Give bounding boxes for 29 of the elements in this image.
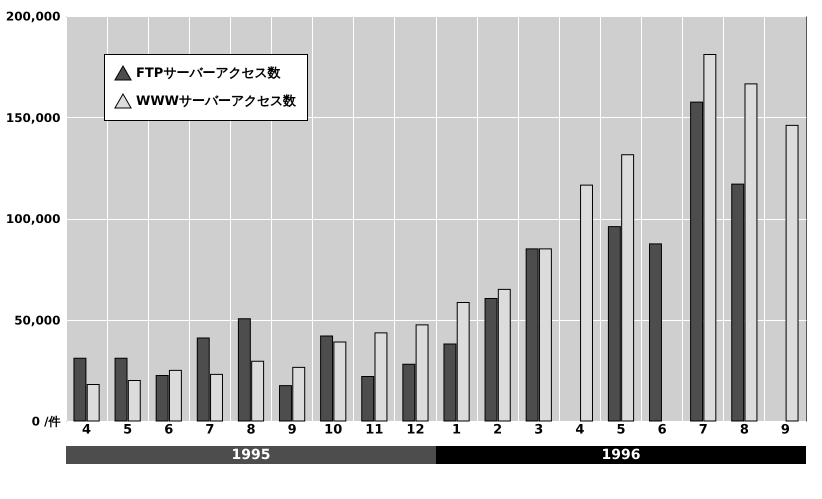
legend-label: WWWサーバーアクセス数 <box>136 94 298 109</box>
x-tick-label: 3 <box>534 422 544 438</box>
x-tick-label: 2 <box>493 422 502 438</box>
x-tick-label: 6 <box>658 422 667 438</box>
bar <box>786 124 799 422</box>
x-tick-label: 4 <box>575 422 584 438</box>
y-tick-label: 100,000 <box>6 212 60 226</box>
x-tick-label: 8 <box>246 422 256 438</box>
x-tick-label: 1 <box>452 422 462 438</box>
x-tick-label: 6 <box>164 422 174 438</box>
text: 1996 <box>602 447 640 463</box>
legend-label: FTPサーバーアクセス数 <box>136 66 282 81</box>
x-tick-label: 7 <box>205 422 214 438</box>
x-tick-label: 9 <box>288 422 297 438</box>
text: 1995 <box>232 447 270 463</box>
x-tick-label: 5 <box>123 422 132 438</box>
x-tick-label: 10 <box>324 422 342 438</box>
y-tick-label: 50,000 <box>14 313 60 328</box>
x-tick-label: 4 <box>82 422 92 438</box>
x-tick-label: 11 <box>365 422 384 438</box>
y-tick-label: 0 /件 <box>32 414 60 428</box>
y-tick-label: 200,000 <box>6 10 60 24</box>
x-tick-label: 12 <box>406 422 424 438</box>
x-tick-label: 8 <box>740 422 749 438</box>
x-tick-label: 5 <box>616 422 626 438</box>
y-tick-label: 150,000 <box>6 110 60 125</box>
x-tick-label: 9 <box>780 422 790 438</box>
x-tick-label: 7 <box>698 422 708 438</box>
bar <box>580 184 593 422</box>
